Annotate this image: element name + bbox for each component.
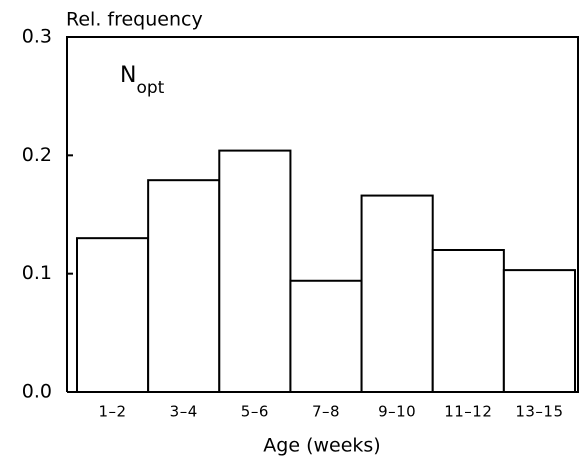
bar xyxy=(360,194,434,393)
y-tick-label: 0.1 xyxy=(22,262,52,284)
annotation-main: N xyxy=(120,63,136,88)
x-tick-label: 11–12 xyxy=(444,403,492,421)
plot-frame xyxy=(66,36,579,393)
y-tick-label: 0.2 xyxy=(22,144,52,166)
x-tick-label: 3–4 xyxy=(170,403,198,421)
x-axis-label: Age (weeks) xyxy=(263,435,380,457)
bar xyxy=(289,279,363,393)
bar xyxy=(147,179,221,393)
x-tick-label: 1–2 xyxy=(99,403,127,421)
annotation-subscript: opt xyxy=(136,78,164,98)
x-tick-label: 7–8 xyxy=(312,403,340,421)
bar xyxy=(76,237,150,393)
bar xyxy=(431,249,505,393)
x-tick-label: 5–6 xyxy=(241,403,269,421)
y-tick-label: 0.0 xyxy=(22,381,52,403)
annotation: Nopt xyxy=(120,63,165,98)
y-axis-label: Rel. frequency xyxy=(66,9,203,31)
bar xyxy=(218,149,292,393)
y-tick-label: 0.3 xyxy=(22,26,52,48)
x-tick-label: 13–15 xyxy=(515,403,563,421)
x-tick-label: 9–10 xyxy=(378,403,416,421)
bar xyxy=(502,269,577,393)
